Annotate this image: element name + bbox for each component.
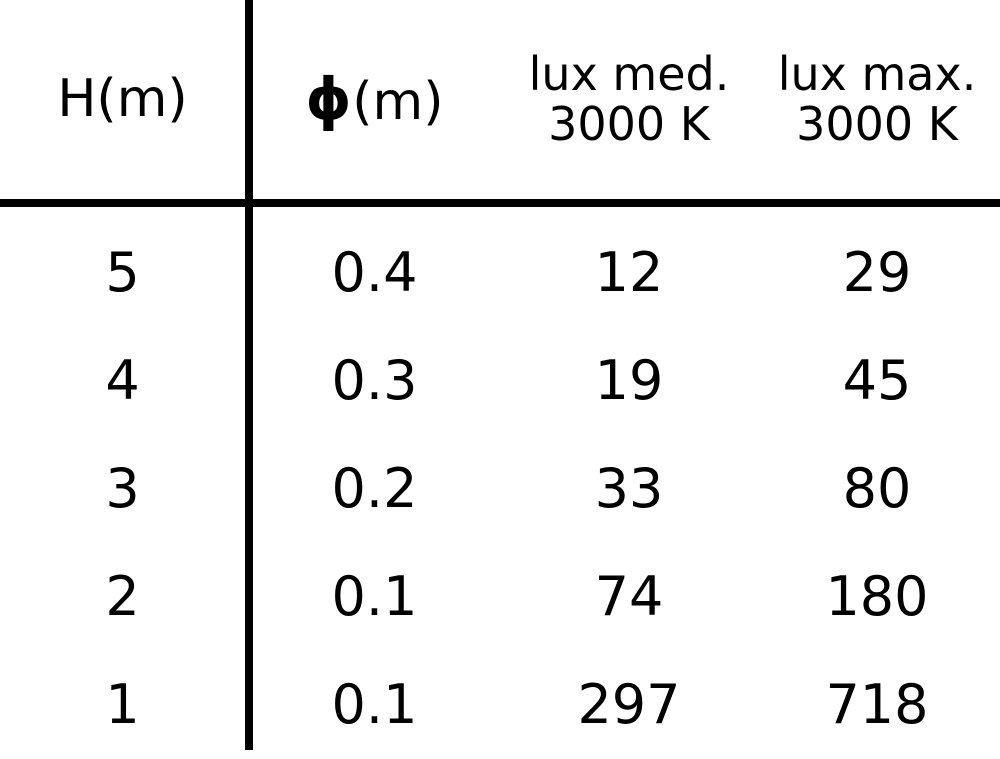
cell-height: 2	[105, 565, 140, 628]
cell-lux-med: 12	[594, 241, 664, 304]
phi-symbol-icon: ϕ	[305, 65, 353, 134]
table-body: 5 0.4 12 29 4 0.3 19 45 3 0.2 33 80 2 0.…	[0, 207, 1000, 750]
column-header-lux-max: lux max. 3000 K	[754, 46, 1000, 151]
column-divider-vertical-rule	[245, 0, 253, 750]
cell-lux-max: 45	[842, 349, 912, 412]
cell-diameter: 0.2	[331, 457, 418, 520]
cell-lux-max: 29	[842, 241, 912, 304]
column-header-height: H(m)	[0, 71, 245, 127]
column-header-height-label: H(m)	[57, 69, 188, 130]
table-row: 5 0.4 12 29	[0, 219, 1000, 327]
cell-height: 1	[105, 673, 140, 736]
table-row: 2 0.1 74 180	[0, 543, 1000, 651]
column-header-lux-med-line2: 3000 K	[548, 96, 710, 151]
cell-height: 3	[105, 457, 140, 520]
cell-lux-med: 19	[594, 349, 664, 412]
cell-diameter: 0.3	[331, 349, 418, 412]
cell-height: 5	[105, 241, 140, 304]
header-bottom-horizontal-rule	[0, 199, 1000, 207]
cell-lux-med: 33	[594, 457, 664, 520]
cell-height: 4	[105, 349, 140, 412]
cell-lux-med: 297	[577, 673, 681, 736]
cell-lux-max: 80	[842, 457, 912, 520]
column-header-diameter: ϕ(m)	[245, 68, 504, 131]
table-row: 4 0.3 19 45	[0, 327, 1000, 435]
cell-lux-med: 74	[594, 565, 664, 628]
column-header-diameter-unit: (m)	[352, 72, 444, 133]
cell-diameter: 0.1	[331, 565, 418, 628]
cell-diameter: 0.1	[331, 673, 418, 736]
table-header-row: H(m) ϕ(m) lux med. 3000 K lux max. 3000 …	[0, 0, 1000, 199]
table-row: 1 0.1 297 718	[0, 651, 1000, 759]
cell-lux-max: 180	[825, 565, 929, 628]
column-header-lux-med-line1: lux med.	[528, 46, 730, 101]
column-header-lux-max-line2: 3000 K	[796, 96, 958, 151]
cell-lux-max: 718	[825, 673, 929, 736]
table-row: 3 0.2 33 80	[0, 435, 1000, 543]
cell-diameter: 0.4	[331, 241, 418, 304]
column-header-lux-max-line1: lux max.	[777, 46, 977, 101]
column-header-lux-med: lux med. 3000 K	[504, 46, 754, 151]
